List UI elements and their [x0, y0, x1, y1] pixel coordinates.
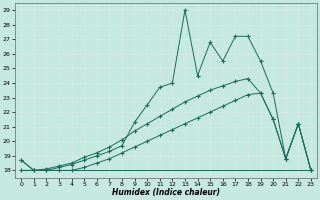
X-axis label: Humidex (Indice chaleur): Humidex (Indice chaleur) — [112, 188, 220, 197]
